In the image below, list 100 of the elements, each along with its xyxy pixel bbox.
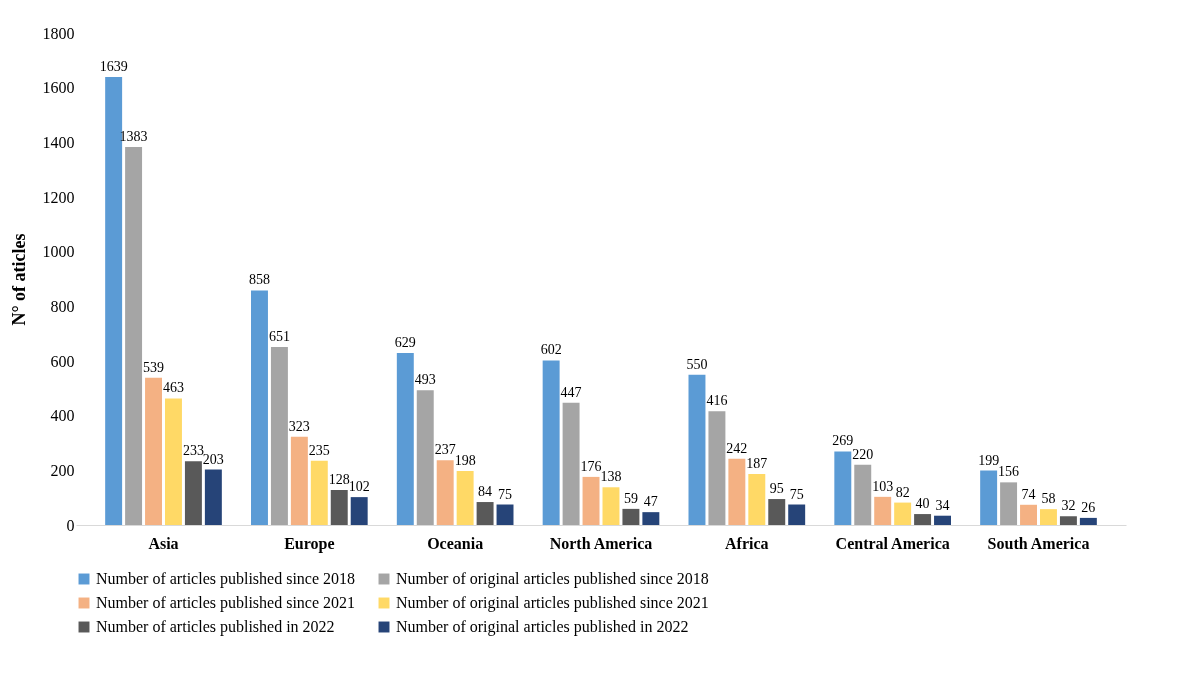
bar bbox=[1000, 482, 1018, 525]
bar bbox=[582, 476, 600, 525]
bar bbox=[416, 390, 434, 525]
bar bbox=[788, 504, 806, 525]
legend-label: Number of original articles published in 2022 bbox=[396, 618, 689, 636]
data-label: 47 bbox=[643, 494, 658, 510]
data-label: 156 bbox=[998, 464, 1020, 480]
bar bbox=[396, 353, 414, 525]
bar bbox=[1079, 517, 1097, 525]
bar bbox=[145, 377, 162, 525]
y-tick-label: 1200 bbox=[42, 188, 75, 206]
bar bbox=[768, 499, 786, 525]
data-label: 1639 bbox=[99, 59, 128, 75]
x-tick-label: Africa bbox=[725, 534, 769, 552]
data-label: 463 bbox=[162, 380, 184, 396]
bar bbox=[105, 77, 123, 525]
data-label: 82 bbox=[895, 484, 910, 500]
bar bbox=[622, 508, 640, 525]
bar bbox=[854, 464, 872, 525]
data-label: 84 bbox=[478, 484, 493, 500]
bar bbox=[310, 460, 328, 525]
data-label: 198 bbox=[454, 452, 476, 468]
bar bbox=[748, 473, 766, 525]
data-label: 242 bbox=[726, 440, 748, 456]
data-label: 269 bbox=[832, 433, 854, 449]
data-label: 58 bbox=[1041, 491, 1056, 507]
legend-label: Number of articles published in 2022 bbox=[96, 618, 335, 636]
bar bbox=[165, 398, 182, 525]
bar bbox=[602, 487, 620, 525]
bar bbox=[894, 502, 912, 525]
data-label: 34 bbox=[935, 497, 950, 513]
bar bbox=[914, 514, 932, 525]
bar bbox=[496, 504, 514, 525]
data-label: 237 bbox=[434, 442, 456, 458]
bar bbox=[456, 470, 474, 525]
data-label: 493 bbox=[414, 372, 436, 388]
y-tick-label: 1800 bbox=[42, 24, 75, 42]
data-label: 550 bbox=[686, 356, 708, 372]
y-tick-label: 1400 bbox=[42, 133, 75, 151]
x-tick-label: Central America bbox=[835, 534, 950, 552]
bar bbox=[542, 360, 560, 525]
data-label: 233 bbox=[182, 443, 204, 459]
bar bbox=[350, 497, 368, 525]
data-label: 74 bbox=[1021, 486, 1036, 502]
bar bbox=[436, 460, 454, 525]
bar bbox=[874, 496, 892, 525]
x-tick-label: North America bbox=[549, 534, 653, 552]
data-label: 95 bbox=[769, 481, 784, 497]
bar bbox=[1040, 509, 1057, 525]
data-label: 102 bbox=[348, 479, 370, 495]
bar bbox=[834, 451, 852, 525]
legend-label: Number of articles published since 2021 bbox=[96, 594, 356, 612]
x-tick-label: Asia bbox=[148, 534, 179, 552]
y-tick-label: 800 bbox=[50, 297, 75, 315]
bar bbox=[980, 470, 998, 525]
y-tick-label: 200 bbox=[50, 461, 75, 479]
bar bbox=[290, 436, 308, 525]
bar bbox=[204, 469, 222, 525]
data-label: 651 bbox=[268, 329, 290, 345]
data-label: 602 bbox=[540, 342, 562, 358]
data-label: 26 bbox=[1081, 499, 1096, 515]
bar bbox=[708, 411, 726, 525]
bar bbox=[184, 461, 202, 525]
bar bbox=[562, 402, 580, 525]
bar bbox=[728, 458, 746, 525]
y-tick-label: 1000 bbox=[42, 243, 75, 261]
bar bbox=[270, 347, 288, 525]
data-label: 416 bbox=[706, 393, 728, 409]
data-label: 59 bbox=[623, 490, 638, 506]
bar bbox=[642, 512, 660, 525]
data-label: 103 bbox=[872, 478, 894, 494]
legend-label: Number of original articles published since 2018 bbox=[396, 570, 709, 588]
bar bbox=[1020, 504, 1037, 525]
data-label: 220 bbox=[852, 446, 874, 462]
data-label: 539 bbox=[143, 359, 165, 375]
x-tick-label: South America bbox=[987, 534, 1090, 552]
bar bbox=[688, 374, 706, 525]
y-tick-label: 1600 bbox=[42, 79, 75, 97]
data-label: 235 bbox=[308, 442, 330, 458]
bar bbox=[251, 290, 268, 525]
bar bbox=[125, 146, 143, 525]
data-label: 75 bbox=[789, 486, 804, 502]
data-label: 629 bbox=[394, 335, 416, 351]
y-axis-title: N° of aticles bbox=[8, 233, 29, 326]
bar bbox=[934, 515, 951, 525]
data-label: 858 bbox=[248, 272, 270, 288]
data-label: 32 bbox=[1061, 498, 1076, 514]
data-label: 40 bbox=[915, 496, 930, 512]
bar bbox=[476, 502, 494, 525]
data-label: 199 bbox=[978, 452, 1000, 468]
x-tick-label: Oceania bbox=[427, 534, 484, 552]
bar bbox=[1059, 516, 1077, 525]
y-tick-label: 0 bbox=[66, 516, 75, 534]
data-label: 75 bbox=[498, 486, 513, 502]
data-label: 187 bbox=[746, 455, 768, 471]
data-label: 323 bbox=[288, 418, 310, 434]
y-tick-label: 600 bbox=[50, 352, 75, 370]
data-label: 447 bbox=[560, 384, 582, 400]
bar bbox=[330, 490, 348, 525]
y-tick-label: 400 bbox=[50, 407, 75, 425]
